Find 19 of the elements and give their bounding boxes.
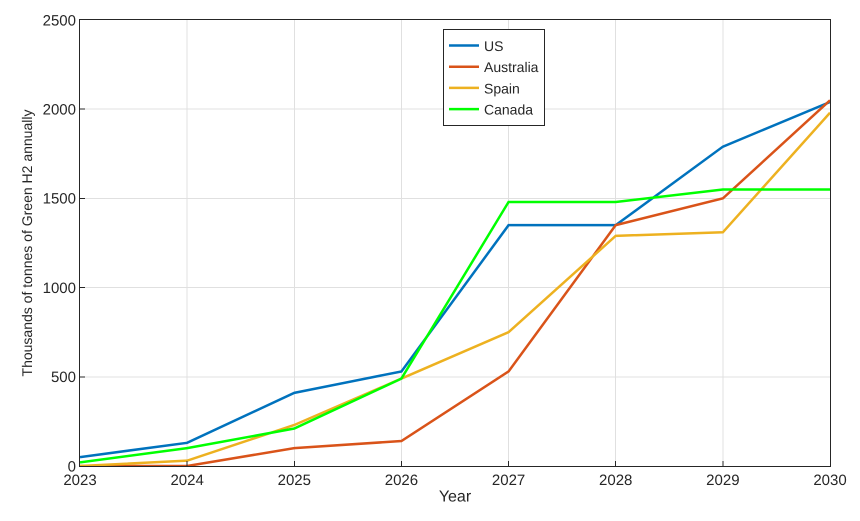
y-tick-label: 1500 bbox=[42, 190, 76, 208]
y-axis-title: Thousands of tonnes of Green H2 annually bbox=[19, 110, 36, 376]
x-tick-label: 2028 bbox=[599, 472, 632, 489]
x-tick-label: 2025 bbox=[278, 472, 311, 489]
x-tick-label: 2026 bbox=[384, 472, 418, 489]
x-axis-title: Year bbox=[438, 488, 472, 506]
x-tick-label: 2030 bbox=[813, 472, 847, 489]
line-series bbox=[80, 188, 830, 464]
legend-label: Spain bbox=[484, 80, 520, 96]
legend-label: Canada bbox=[484, 102, 534, 118]
y-tick-label: 2500 bbox=[42, 12, 76, 30]
y-tick-label: 500 bbox=[50, 369, 76, 386]
legend-label: Australia bbox=[484, 59, 539, 76]
x-tick-label: 2029 bbox=[706, 472, 740, 489]
x-tick-label: 2024 bbox=[170, 472, 204, 489]
legend-label: US bbox=[484, 38, 504, 54]
y-tick-label: 2000 bbox=[42, 101, 76, 118]
y-tick-label: 1000 bbox=[42, 280, 76, 297]
x-tick-label: 2027 bbox=[492, 472, 526, 489]
